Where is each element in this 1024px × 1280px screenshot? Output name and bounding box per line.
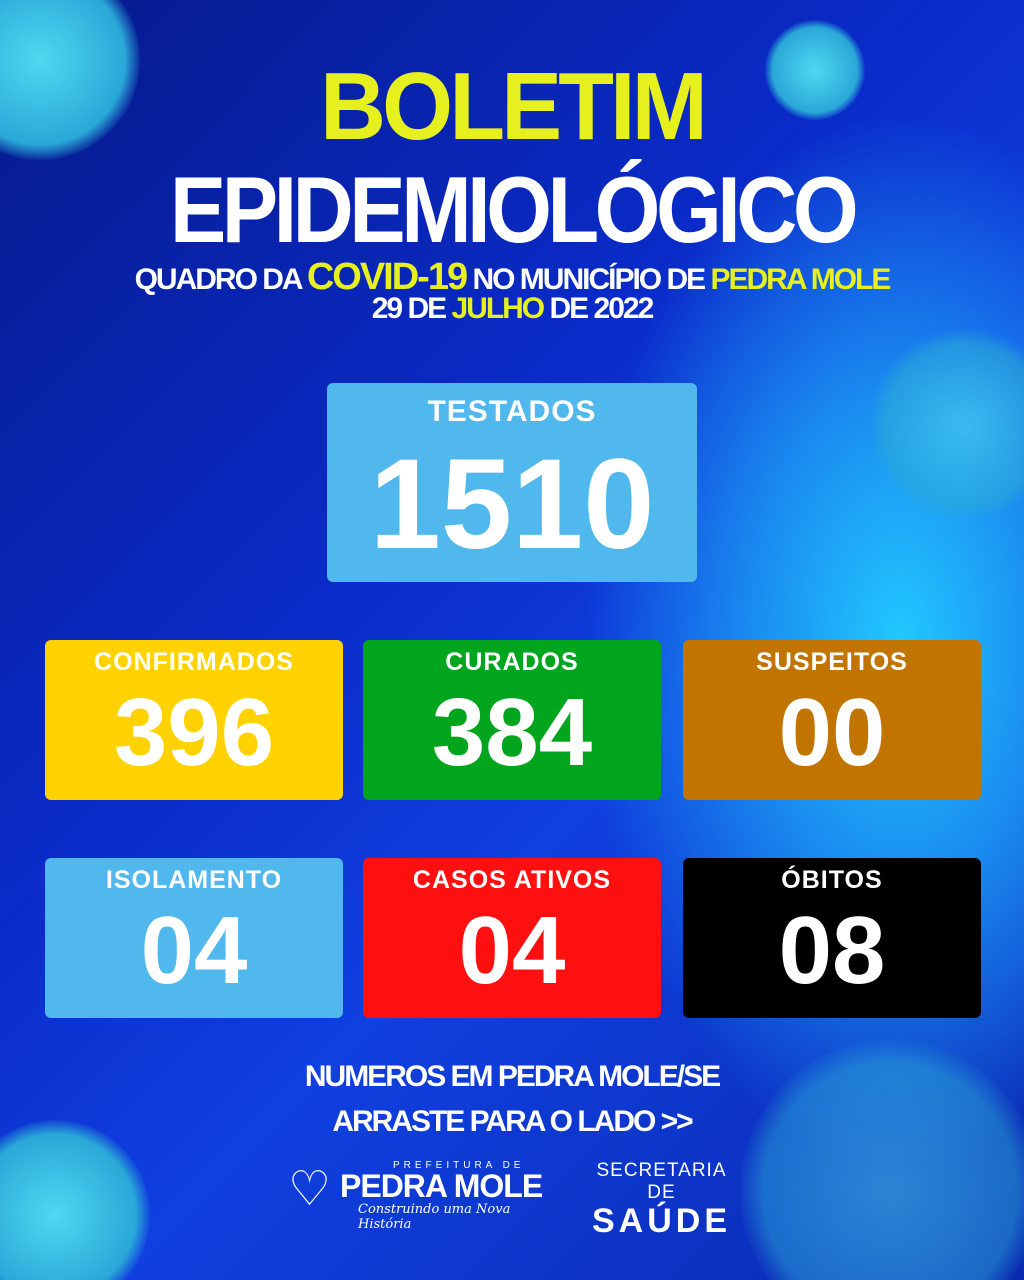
virus-decoration-icon: [765, 20, 865, 120]
card-value: 04: [140, 897, 248, 1004]
card-casos-ativos: CASOS ATIVOS 04: [363, 858, 661, 1018]
card-suspeitos: SUSPEITOS 00: [683, 640, 981, 800]
card-label: TESTADOS: [427, 395, 597, 428]
subtitle: QUADRO DA COVID-19 NO MUNICÍPIO DE PEDRA…: [0, 256, 1024, 299]
virus-decoration-icon: [0, 1120, 150, 1280]
card-testados: TESTADOS 1510: [327, 383, 697, 582]
card-label: CONFIRMADOS: [94, 648, 294, 676]
heart-people-icon: ♡: [288, 1163, 332, 1216]
card-value: 384: [431, 679, 593, 786]
virus-decoration-icon: [870, 330, 1024, 520]
card-obitos: ÓBITOS 08: [683, 858, 981, 1018]
secretaria-logo: SECRETARIA DE SAÚDE: [584, 1160, 739, 1238]
prefeitura-logo: ♡ PREFEITURA DE PEDRA MOLE Construindo u…: [288, 1160, 558, 1232]
subtitle-text: QUADRO DA: [134, 263, 303, 296]
logo-slogan: Construindo uma Nova História: [358, 1202, 511, 1232]
subtitle-text: NO MUNICÍPIO DE: [472, 263, 706, 296]
card-curados: CURADOS 384: [363, 640, 661, 800]
secretaria-name: SAÚDE: [591, 1202, 732, 1240]
subtitle-city: PEDRA MOLE: [710, 263, 891, 296]
card-isolamento: ISOLAMENTO 04: [45, 858, 343, 1018]
footer-line-1: NUMEROS EM PEDRA MOLE/SE: [304, 1060, 721, 1093]
card-label: SUSPEITOS: [756, 648, 908, 676]
logo-name: PEDRA MOLE: [340, 1168, 543, 1204]
card-value: 08: [778, 897, 886, 1004]
logo-prefix: PREFEITURA DE: [393, 1160, 525, 1171]
card-confirmados: CONFIRMADOS 396: [45, 640, 343, 800]
date-month: JULHO: [451, 292, 545, 325]
title-epidemiologico: EPIDEMIOLÓGICO: [169, 157, 859, 262]
card-value: 04: [458, 897, 566, 1004]
card-label: CASOS ATIVOS: [412, 866, 612, 894]
card-value: 1510: [369, 433, 655, 576]
card-label: CURADOS: [445, 648, 579, 676]
card-label: ISOLAMENTO: [105, 866, 283, 894]
card-value: 396: [113, 679, 275, 786]
card-label: ÓBITOS: [781, 866, 883, 894]
date-year: DE 2022: [549, 292, 655, 325]
secretaria-label: SECRETARIA DE: [596, 1160, 727, 1203]
virus-decoration-icon: [740, 1040, 1024, 1280]
date-line: 29 DE JULHO DE 2022: [0, 292, 1024, 326]
footer-line-2: ARRASTE PARA O LADO >>: [332, 1105, 693, 1138]
subtitle-covid: COVID-19: [306, 256, 468, 298]
date-day: 29 DE: [371, 292, 447, 325]
title-boletim: BOLETIM: [320, 53, 708, 160]
card-value: 00: [778, 679, 886, 786]
